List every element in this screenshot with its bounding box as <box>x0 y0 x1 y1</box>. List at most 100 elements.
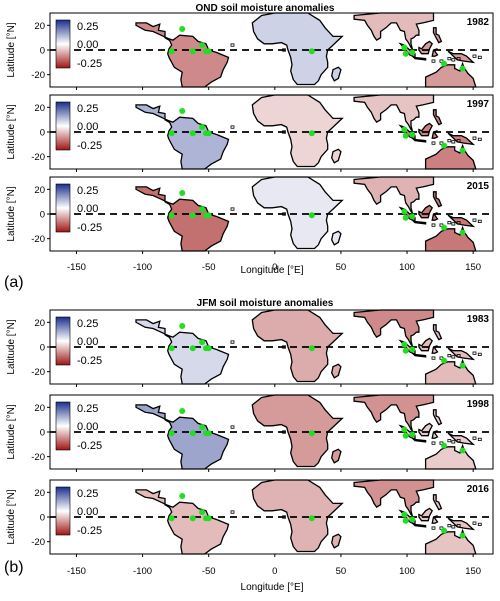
station-marker <box>401 208 408 215</box>
colorbar-tick-label: 0.00 <box>77 39 98 51</box>
station-marker <box>179 408 186 415</box>
map-panel-1997: 0.25 0.00 -0.25 1997 20 0 -20 Latitude [°N] <box>6 94 494 172</box>
y-tick-label: 0 <box>40 513 45 524</box>
x-axis-label: Longitude [°E] <box>241 582 304 593</box>
station-marker <box>441 357 448 364</box>
island-outline <box>451 140 456 144</box>
island-outline <box>472 136 477 140</box>
land-india <box>353 394 435 433</box>
land-africa <box>251 176 344 250</box>
y-tick-label: 20 <box>34 185 45 196</box>
x-tick-label: 50 <box>336 566 347 577</box>
island-outline <box>431 526 436 530</box>
station-marker <box>199 424 206 431</box>
land-madagascar <box>331 533 342 549</box>
island-outline <box>472 521 477 525</box>
land-new-guinea <box>447 517 476 531</box>
station-marker <box>308 345 315 352</box>
island-outline <box>230 207 235 211</box>
land-india <box>353 309 435 348</box>
panel-year: 1983 <box>467 314 490 325</box>
panel-year: 1997 <box>467 99 490 110</box>
y-tick-label: 0 <box>40 46 45 57</box>
land-madagascar <box>331 66 342 82</box>
land-india <box>353 176 435 215</box>
y-tick-label: -20 <box>31 367 45 378</box>
land-central-america <box>135 22 170 42</box>
y-tick-label: 20 <box>34 488 45 499</box>
island-outline <box>230 510 235 514</box>
land-central-america <box>135 319 170 339</box>
station-marker <box>441 224 448 231</box>
island-outline <box>447 354 452 358</box>
x-tick-label: 50 <box>336 262 347 273</box>
station-marker <box>308 130 315 137</box>
station-marker <box>402 214 409 221</box>
station-marker <box>308 430 315 437</box>
land-south-america <box>167 34 230 88</box>
land-south-america <box>167 331 230 385</box>
x-tick-label: -50 <box>202 566 216 577</box>
station-marker <box>402 132 409 139</box>
island-outline <box>431 59 436 63</box>
panel-year: 2016 <box>467 484 490 495</box>
land-java <box>411 138 427 143</box>
station-marker <box>409 516 416 523</box>
station-marker <box>459 147 466 154</box>
station-marker <box>409 213 416 220</box>
colorbar-tick-label: -0.25 <box>77 525 102 537</box>
land-new-guinea <box>447 432 476 446</box>
island-outline <box>477 437 482 442</box>
station-marker <box>199 206 206 213</box>
island-outline <box>472 54 477 58</box>
station-marker <box>168 212 175 219</box>
station-marker <box>189 345 196 352</box>
island-outline <box>230 43 235 47</box>
island-outline <box>447 139 452 143</box>
station-marker <box>205 515 212 522</box>
island-outline <box>477 55 482 60</box>
land-java <box>411 56 427 61</box>
station-marker <box>179 323 186 330</box>
island-outline <box>477 137 482 141</box>
colorbar <box>55 486 71 536</box>
island-outline <box>472 351 477 355</box>
colorbar-tick-label: 0.25 <box>77 103 98 115</box>
station-marker <box>401 341 408 348</box>
x-tick-label: 150 <box>465 566 481 577</box>
land-central-america <box>135 104 170 124</box>
y-tick-label: -20 <box>31 70 45 81</box>
colorbar <box>55 19 71 69</box>
station-marker <box>168 345 175 352</box>
station-marker <box>205 430 212 437</box>
y-axis-label: Latitude [°N] <box>6 319 17 374</box>
y-axis-label: Latitude [°N] <box>6 489 17 544</box>
x-tick-label: -50 <box>202 262 216 273</box>
x-tick-label: -100 <box>133 566 152 577</box>
station-marker <box>441 527 448 534</box>
land-philippines <box>432 109 443 126</box>
x-tick-label: 0 <box>272 262 277 273</box>
colorbar <box>55 316 71 366</box>
station-marker <box>441 442 448 449</box>
island-outline <box>451 58 456 62</box>
colorbar <box>55 101 71 151</box>
x-tick-label: -150 <box>67 566 86 577</box>
station-marker <box>459 532 466 539</box>
chart-title: JFM soil moisture anomalies <box>197 298 334 309</box>
land-sulawesi <box>431 430 439 439</box>
land-central-america <box>135 404 170 424</box>
island-outline <box>431 141 436 145</box>
x-axis-label: Longitude [°E] <box>241 265 304 276</box>
station-marker <box>205 212 212 219</box>
station-marker <box>199 509 206 516</box>
colorbar-tick-label: 0.25 <box>77 403 98 415</box>
colorbar-tick-label: 0.25 <box>77 21 98 33</box>
colorbar-tick-label: 0.00 <box>77 336 98 348</box>
island-outline <box>447 221 452 225</box>
land-sulawesi <box>431 515 439 524</box>
y-axis-label: Latitude [°N] <box>6 186 17 241</box>
panel-label: (b) <box>4 559 24 576</box>
island-outline <box>456 139 461 143</box>
